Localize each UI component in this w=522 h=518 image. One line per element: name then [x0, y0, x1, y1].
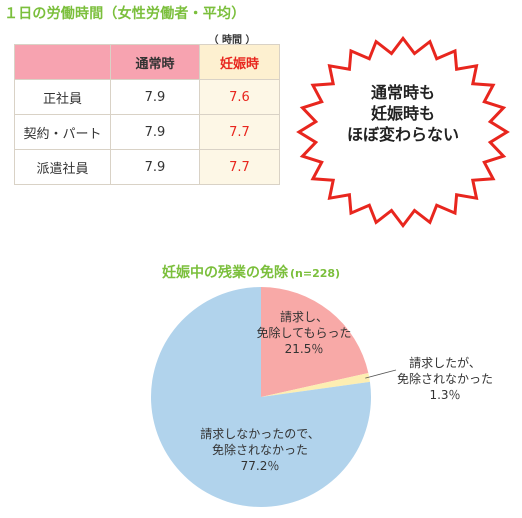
pie-label-line: 請求しなかったので、: [200, 427, 320, 441]
cell-pregnant: 7.7: [199, 149, 280, 185]
header-normal: 通常時: [110, 44, 200, 80]
leader-line: [365, 369, 397, 379]
hours-table: 通常時 妊娠時 正社員 7.9 7.6 契約・パート 7.9 7.7 派遣社員 …: [14, 44, 280, 185]
burst-callout-shape: [296, 36, 510, 228]
row-label: 契約・パート: [14, 114, 111, 150]
pie-title: 妊娠中の残業の免除 (n=228): [162, 262, 340, 282]
burst-callout-text: 通常時も 妊娠時も ほぼ変わらない: [296, 82, 510, 145]
unit-label: （ 時間 ）: [208, 35, 256, 46]
pie-slice-request-denied: [261, 373, 370, 397]
pie-label-line: 免除されなかった: [396, 372, 493, 386]
pie-title-text: 妊娠中の残業の免除: [162, 265, 288, 281]
pie-slice-no-request: [150, 287, 371, 507]
pie-label-line: 免除してもらった: [256, 326, 352, 340]
table-row: 正社員 7.9 7.6: [14, 79, 280, 115]
pie-label-request-granted: 請求し、 免除してもらった 21.5％: [252, 309, 356, 357]
table-row: 契約・パート 7.9 7.7: [14, 114, 280, 150]
table-title: １日の労働時間（女性労働者・平均）: [4, 6, 246, 22]
table-row: 派遣社員 7.9 7.7: [14, 149, 280, 185]
pie-label-no-request: 請求しなかったので、 免除されなかった 77.2％: [194, 426, 326, 474]
header-empty-cell: [14, 44, 111, 80]
pie-sample-size: (n=228): [290, 267, 341, 280]
cell-normal: 7.9: [110, 79, 200, 115]
pie-label-pct: 1.3％: [429, 388, 461, 402]
cell-normal: 7.9: [110, 149, 200, 185]
pie-slice-request-granted: [261, 286, 369, 397]
callout-line: 通常時も: [370, 83, 435, 102]
pie-label-line: 請求し、: [279, 310, 328, 324]
pie-label-request-denied: 請求したが、 免除されなかった 1.3％: [389, 355, 501, 403]
cell-normal: 7.9: [110, 114, 200, 150]
callout-line: 妊娠時も: [370, 104, 435, 123]
cell-pregnant: 7.7: [199, 114, 280, 150]
callout-line: ほぼ変わらない: [346, 125, 459, 144]
header-pregnant: 妊娠時: [199, 44, 280, 80]
pie-label-pct: 77.2％: [240, 459, 280, 473]
table-header-row: 通常時 妊娠時: [14, 44, 280, 80]
row-label: 派遣社員: [14, 149, 111, 185]
pie-label-line: 免除されなかった: [211, 443, 308, 457]
pie-label-pct: 21.5％: [284, 342, 324, 356]
burst-outline: [296, 36, 510, 228]
row-label: 正社員: [14, 79, 111, 115]
cell-pregnant: 7.6: [199, 79, 280, 115]
pie-label-line: 請求したが、: [409, 356, 481, 370]
